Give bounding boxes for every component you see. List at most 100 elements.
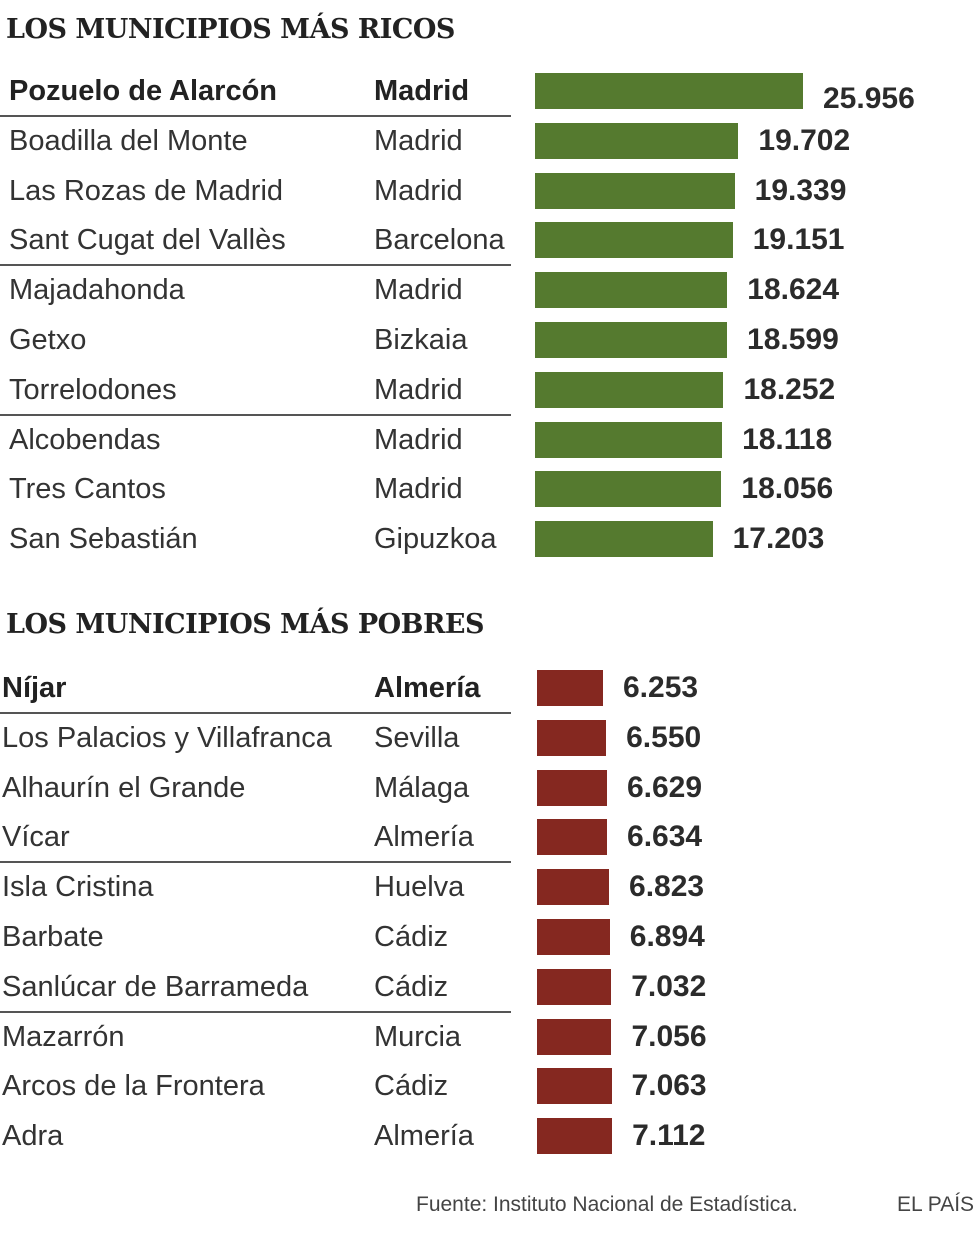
income-value-label: 7.056 [631,1019,707,1053]
poor-income-bar [537,819,608,856]
poor-row: Barbate Cádiz 6.894 [0,912,980,962]
municipality-name: Barbate [2,921,104,953]
municipality-name: Pozuelo de Alarcón [9,75,278,107]
province-name: Madrid [374,124,463,157]
poor-row: Isla Cristina Huelva 6.823 [0,862,980,912]
province-name: Málaga [374,771,470,804]
poor-income-bar [537,719,607,756]
province-name: Sevilla [374,721,460,754]
municipality-name: Tres Cantos [9,473,166,506]
province-name: Madrid [374,423,463,456]
municipality-name: Los Palacios y Villafranca [2,721,332,754]
province-name: Almería [374,1120,474,1153]
poor-income-bar [537,670,603,706]
poor-row: Los Palacios y Villafranca Sevilla 6.550 [0,713,980,763]
province-name: Bizkaia [374,324,468,356]
rich-income-bar [535,172,735,209]
rich-income-bar [535,122,739,159]
poor-row: Alhaurín el Grande Málaga 6.629 [0,763,980,813]
poor-row: Mazarrón Murcia 7.056 [0,1012,980,1062]
rich-income-bar [535,421,723,458]
income-value-label: 19.151 [752,223,845,257]
province-name: Madrid [374,174,463,207]
group-divider [0,711,511,714]
poor-row: Arcos de la Frontera Cádiz 7.063 [0,1061,980,1111]
rich-section-title: LOS MUNICIPIOS MÁS RICOS [6,14,455,45]
municipality-name: Arcos de la Frontera [2,1070,265,1103]
rich-row: San Sebastián Gipuzkoa 17.203 [0,514,980,564]
income-value-label: 17.203 [732,522,825,556]
municipality-name: Níjar [2,672,67,704]
income-value-label: 18.624 [747,273,840,307]
province-name: Madrid [374,373,463,406]
rich-row: Torrelodones Madrid 18.252 [0,365,980,415]
income-value-label: 25.956 [823,82,915,115]
income-value-label: 18.252 [743,372,836,406]
group-divider [0,114,511,117]
province-name: Almería [374,821,474,854]
province-name: Madrid [374,75,470,107]
municipality-name: Isla Cristina [2,871,154,904]
municipality-name: Adra [2,1120,64,1153]
province-name: Cádiz [374,1070,449,1103]
rich-income-bar [535,471,722,508]
income-value-label: 6.894 [629,920,705,953]
municipality-name: Mazarrón [2,1020,125,1053]
poor-income-bar [537,1118,613,1155]
rich-income-bar [535,322,728,358]
province-name: Huelva [374,871,465,904]
income-value-label: 18.118 [742,422,833,456]
group-divider [0,1010,511,1013]
rich-income-bar [535,521,713,558]
poor-income-bar [537,1018,612,1055]
province-name: Barcelona [374,224,505,257]
rich-row: Getxo Bizkaia 18.599 [0,315,980,365]
income-value-label: 19.702 [758,123,851,157]
rich-row: Majadahonda Madrid 18.624 [0,265,980,315]
poor-row: Sanlúcar de Barrameda Cádiz 7.032 [0,962,980,1012]
municipality-name: Sant Cugat del Vallès [9,224,286,257]
source-note: Fuente: Instituto Nacional de Estadístic… [416,1193,798,1216]
rich-income-bar [535,272,728,309]
poor-row: Níjar Almería 6.253 [0,663,980,713]
rich-row: Pozuelo de Alarcón Madrid 25.956 [0,66,980,116]
municipality-name: Vícar [2,821,70,854]
municipality-name: Alhaurín el Grande [2,771,246,804]
municipality-name: Sanlúcar de Barrameda [2,970,309,1003]
rich-income-bar [535,222,733,259]
province-name: Murcia [374,1020,462,1053]
municipality-name: San Sebastián [9,523,198,556]
income-value-label: 7.032 [631,969,707,1003]
municipality-name: Getxo [9,324,87,356]
province-name: Madrid [374,274,463,307]
province-name: Madrid [374,473,463,506]
rich-row: Tres Cantos Madrid 18.056 [0,464,980,514]
poor-income-bar [537,919,610,955]
municipality-name: Alcobendas [9,423,161,456]
group-divider [0,413,511,416]
income-value-label: 6.629 [626,770,703,804]
rich-row: Sant Cugat del Vallès Barcelona 19.151 [0,215,980,265]
municipality-name: Las Rozas de Madrid [9,174,284,207]
province-name: Gipuzkoa [374,523,497,556]
rich-row: Las Rozas de Madrid Madrid 19.339 [0,166,980,216]
province-name: Almería [374,672,481,704]
poor-row: Adra Almería 7.112 [0,1111,980,1161]
municipality-name: Boadilla del Monte [9,124,248,157]
income-value-label: 6.253 [623,671,699,704]
income-value-label: 18.599 [747,323,839,356]
poor-income-bar [537,769,607,806]
income-value-label: 19.339 [754,173,847,207]
income-value-label: 6.550 [626,720,702,754]
group-divider [0,264,511,267]
rich-row: Alcobendas Madrid 18.118 [0,415,980,465]
municipality-name: Majadahonda [9,274,185,307]
income-value-label: 6.823 [629,870,705,904]
poor-section-title: LOS MUNICIPIOS MÁS POBRES [6,609,485,640]
brand-logo-text: EL PAÍS [897,1193,975,1216]
poor-income-bar [537,1068,612,1105]
rich-row: Boadilla del Monte Madrid 19.702 [0,116,980,166]
poor-income-bar [537,968,612,1005]
group-divider [0,861,511,864]
income-value-label: 18.056 [741,472,834,506]
